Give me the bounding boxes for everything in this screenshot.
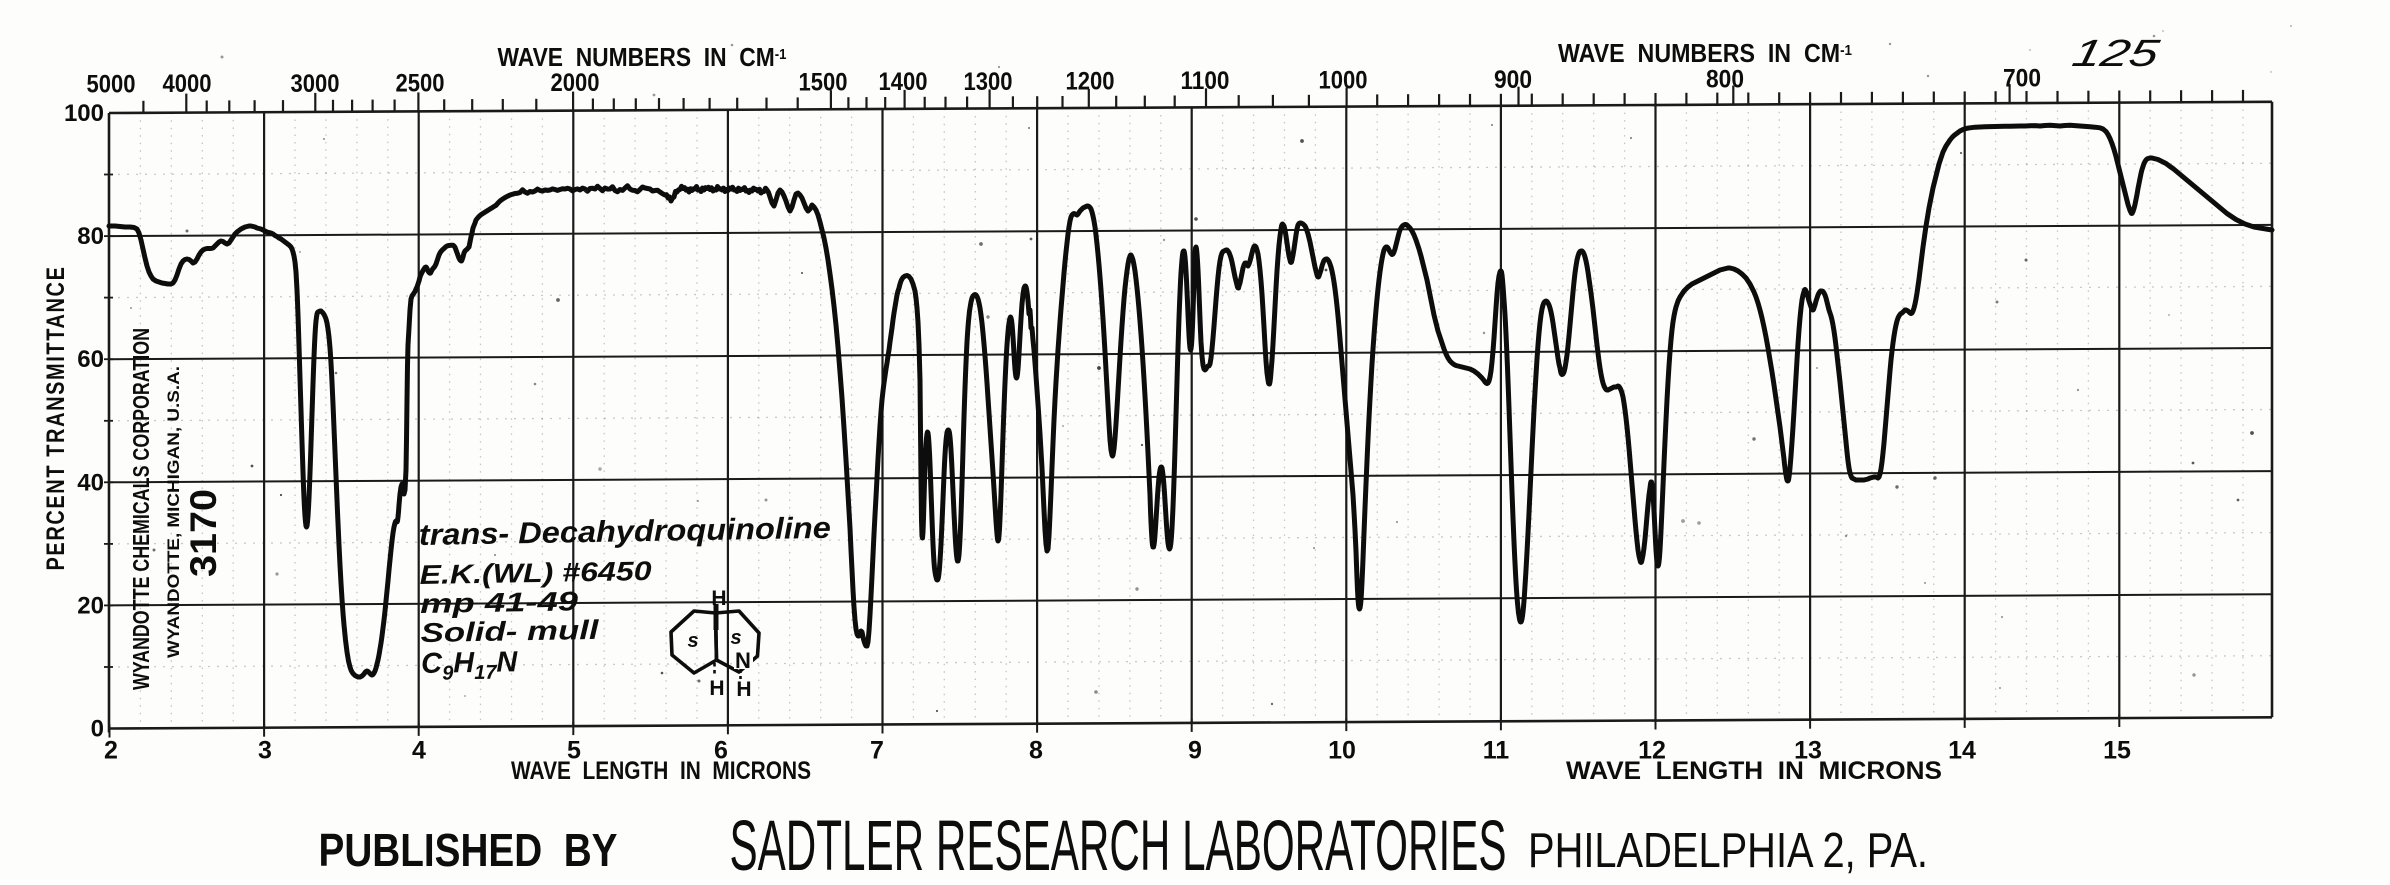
svg-text:H: H bbox=[709, 677, 724, 700]
svg-text:5: 5 bbox=[567, 737, 581, 765]
svg-text:H: H bbox=[711, 587, 726, 610]
svg-text:mp 41-49: mp 41-49 bbox=[420, 586, 578, 619]
svg-text:H: H bbox=[736, 678, 751, 701]
svg-text:s: s bbox=[687, 630, 698, 652]
svg-text:5000: 5000 bbox=[87, 70, 136, 98]
svg-text:PUBLISHED BY: PUBLISHED BY bbox=[319, 824, 618, 876]
svg-text:2: 2 bbox=[104, 737, 118, 765]
svg-text:E.K.(WL) #6450: E.K.(WL) #6450 bbox=[419, 556, 651, 590]
svg-text:trans- Decahydroquinoline: trans- Decahydroquinoline bbox=[419, 512, 832, 552]
svg-text:PERCENT TRANSMITTANCE: PERCENT TRANSMITTANCE bbox=[42, 266, 70, 571]
svg-text:10: 10 bbox=[1328, 737, 1356, 765]
svg-text:WAVE LENGTH IN MICRONS: WAVE LENGTH IN MICRONS bbox=[511, 757, 811, 785]
svg-text:Solid- mull: Solid- mull bbox=[420, 615, 599, 648]
svg-text:2000: 2000 bbox=[551, 69, 600, 97]
svg-text:13: 13 bbox=[1794, 737, 1822, 765]
svg-text:2500: 2500 bbox=[396, 70, 445, 98]
svg-text:12: 12 bbox=[1638, 737, 1666, 765]
svg-text:0: 0 bbox=[91, 716, 104, 743]
svg-text:1000: 1000 bbox=[1319, 67, 1368, 95]
svg-text:WAVE NUMBERS IN CM-1: WAVE NUMBERS IN CM-1 bbox=[1558, 38, 1852, 68]
svg-text:9: 9 bbox=[1188, 737, 1202, 765]
svg-text:15: 15 bbox=[2103, 737, 2131, 765]
svg-text:4000: 4000 bbox=[163, 70, 212, 98]
svg-text:6: 6 bbox=[714, 737, 728, 765]
svg-text:11: 11 bbox=[1483, 737, 1510, 765]
svg-text:4: 4 bbox=[412, 737, 426, 765]
svg-text:N: N bbox=[735, 648, 751, 673]
svg-text:900: 900 bbox=[1494, 66, 1532, 94]
svg-text:60: 60 bbox=[77, 346, 104, 373]
svg-text:3: 3 bbox=[258, 737, 272, 765]
svg-text:1400: 1400 bbox=[879, 68, 928, 96]
svg-text:7: 7 bbox=[870, 737, 884, 765]
svg-text:125: 125 bbox=[2069, 32, 2164, 75]
svg-text:1500: 1500 bbox=[799, 68, 848, 96]
svg-text:3000: 3000 bbox=[291, 70, 340, 98]
svg-text:20: 20 bbox=[77, 592, 104, 619]
svg-text:3170: 3170 bbox=[183, 489, 224, 577]
svg-text:C9H17N: C9H17N bbox=[421, 646, 519, 685]
svg-text:WYANDOTTE, MICHIGAN, U.S.A.: WYANDOTTE, MICHIGAN, U.S.A. bbox=[164, 366, 183, 658]
svg-text:PHILADELPHIA 2, PA.: PHILADELPHIA 2, PA. bbox=[1528, 824, 1928, 878]
svg-text:700: 700 bbox=[2003, 65, 2041, 93]
svg-text:WAVE NUMBERS IN CM-1: WAVE NUMBERS IN CM-1 bbox=[498, 42, 787, 72]
svg-text:1300: 1300 bbox=[964, 68, 1013, 96]
svg-text:80: 80 bbox=[77, 223, 104, 250]
svg-text:s: s bbox=[730, 627, 741, 649]
svg-text:WYANDOTTE CHEMICALS CORPORATIO: WYANDOTTE CHEMICALS CORPORATION bbox=[128, 328, 154, 690]
svg-text:800: 800 bbox=[1706, 66, 1744, 94]
svg-text:100: 100 bbox=[64, 100, 104, 127]
svg-text:1200: 1200 bbox=[1066, 68, 1115, 96]
svg-text:40: 40 bbox=[77, 469, 104, 496]
svg-text:8: 8 bbox=[1029, 737, 1043, 765]
svg-text:SADTLER RESEARCH LABORATORIES: SADTLER RESEARCH LABORATORIES bbox=[730, 807, 1507, 880]
svg-text:14: 14 bbox=[1948, 737, 1976, 765]
svg-text:1100: 1100 bbox=[1181, 67, 1230, 95]
svg-text:WAVE LENGTH IN MICRONS: WAVE LENGTH IN MICRONS bbox=[1566, 757, 1942, 785]
